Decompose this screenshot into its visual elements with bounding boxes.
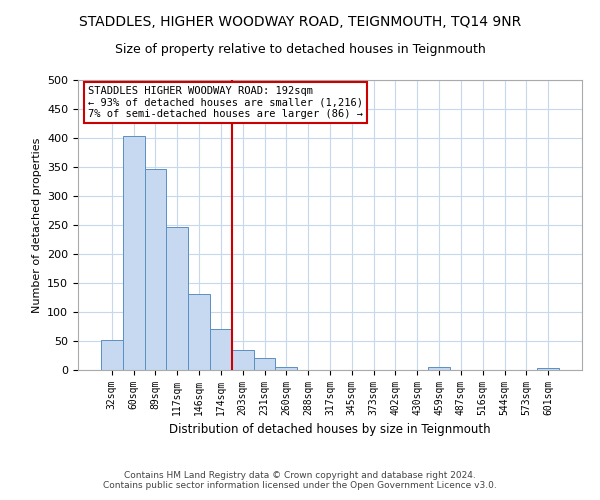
Bar [166, 228, 188, 370]
X-axis label: Distribution of detached houses by size in Teignmouth: Distribution of detached houses by size … [169, 424, 491, 436]
Text: STADDLES, HIGHER WOODWAY ROAD, TEIGNMOUTH, TQ14 9NR: STADDLES, HIGHER WOODWAY ROAD, TEIGNMOUT… [79, 15, 521, 29]
Bar [428, 367, 450, 370]
Bar [254, 358, 275, 370]
Bar [123, 136, 145, 370]
Bar [232, 350, 254, 370]
Y-axis label: Number of detached properties: Number of detached properties [32, 138, 41, 312]
Bar [275, 366, 297, 370]
Bar [210, 330, 232, 370]
Bar [101, 340, 123, 370]
Text: STADDLES HIGHER WOODWAY ROAD: 192sqm
← 93% of detached houses are smaller (1,216: STADDLES HIGHER WOODWAY ROAD: 192sqm ← 9… [88, 86, 363, 119]
Bar [537, 368, 559, 370]
Bar [145, 168, 166, 370]
Text: Contains HM Land Registry data © Crown copyright and database right 2024.
Contai: Contains HM Land Registry data © Crown c… [103, 470, 497, 490]
Text: Size of property relative to detached houses in Teignmouth: Size of property relative to detached ho… [115, 42, 485, 56]
Bar [188, 294, 210, 370]
